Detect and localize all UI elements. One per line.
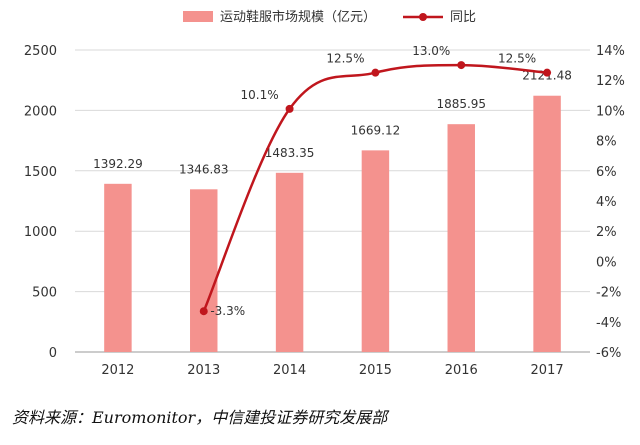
- right-tick-label: -4%: [596, 316, 621, 331]
- right-axis-ticks: -6% -4% -2% 0% 2% 4% 6% 8% 10% 12% 14%: [596, 44, 625, 361]
- x-tick-label: 2016: [445, 363, 478, 378]
- bar-data-label: 1392.29: [93, 157, 143, 171]
- x-tick-label: 2014: [273, 363, 306, 378]
- right-tick-label: -2%: [596, 286, 621, 301]
- left-tick-label: 500: [32, 286, 57, 301]
- right-tick-label: 10%: [596, 104, 625, 119]
- x-tick-label: 2013: [187, 363, 220, 378]
- line-point: [285, 104, 294, 113]
- x-tick-label: 2015: [359, 363, 392, 378]
- line-data-label: 13.0%: [412, 44, 450, 58]
- line-point: [199, 307, 208, 316]
- combo-chart-svg: 1392.291346.831483.351669.121885.952121.…: [24, 9, 625, 378]
- x-tick-label: 2017: [531, 363, 564, 378]
- left-tick-label: 1000: [24, 225, 57, 240]
- left-tick-label: 2500: [24, 44, 57, 59]
- line-data-label: 12.5%: [326, 52, 364, 66]
- growth-line: [202, 63, 548, 312]
- left-axis-ticks: 0 500 1000 1500 2000 2500: [24, 44, 57, 361]
- right-tick-label: 14%: [596, 44, 625, 59]
- line-point: [457, 61, 466, 70]
- right-tick-label: 2%: [596, 225, 617, 240]
- x-tick-label: 2012: [101, 363, 134, 378]
- left-tick-label: 1500: [24, 165, 57, 180]
- left-tick-label: 0: [49, 346, 57, 361]
- legend-bar-swatch: [183, 11, 213, 22]
- bar-data-label: 1346.83: [179, 162, 229, 176]
- x-axis-ticks: 2012 2013 2014 2015 2016 2017: [101, 363, 563, 378]
- line-point: [543, 68, 552, 77]
- legend: 运动鞋服市场规模（亿元） 同比: [183, 9, 476, 25]
- right-tick-label: 0%: [596, 255, 617, 270]
- chart: 1392.291346.831483.351669.121885.952121.…: [24, 9, 625, 378]
- bar: [275, 172, 304, 352]
- right-tick-label: 4%: [596, 195, 617, 210]
- bar: [361, 150, 390, 352]
- line-data-label: 12.5%: [498, 52, 536, 66]
- bar-data-labels: 1392.291346.831483.351669.121885.952121.…: [93, 69, 572, 177]
- bar-data-label: 1483.35: [265, 146, 315, 160]
- legend-line-label: 同比: [450, 10, 476, 25]
- right-tick-label: 8%: [596, 135, 617, 150]
- line-data-labels: -3.3% 10.1% 12.5% 13.0% 12.5%: [210, 44, 536, 318]
- bar: [533, 95, 561, 352]
- line-series: [199, 61, 552, 316]
- right-tick-label: 12%: [596, 74, 625, 89]
- right-tick-label: 6%: [596, 165, 617, 180]
- bar-data-label: 1669.12: [351, 123, 401, 137]
- legend-line-marker: [419, 13, 427, 21]
- right-tick-label: -6%: [596, 346, 621, 361]
- bar: [190, 189, 218, 352]
- bar-data-label: 1885.95: [436, 97, 486, 111]
- bar: [104, 183, 132, 352]
- bar: [447, 124, 475, 352]
- legend-bar-label: 运动鞋服市场规模（亿元）: [220, 9, 376, 25]
- gridlines: [75, 49, 590, 353]
- source-note: 资料来源：Euromonitor，中信建投证券研究发展部: [12, 408, 388, 427]
- line-point: [371, 68, 380, 77]
- line-data-label: -3.3%: [210, 304, 245, 318]
- bar-series: [104, 95, 561, 352]
- left-tick-label: 2000: [24, 104, 57, 119]
- line-data-label: 10.1%: [241, 88, 279, 102]
